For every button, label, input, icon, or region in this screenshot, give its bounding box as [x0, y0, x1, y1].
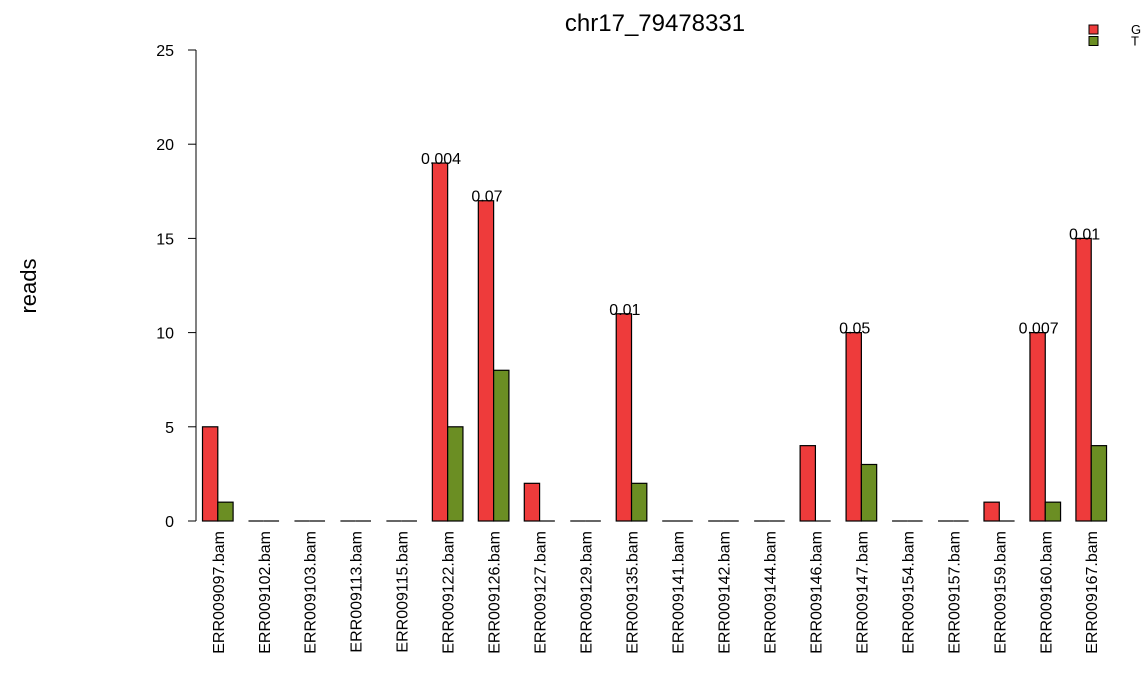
- bar-g: [477, 200, 495, 522]
- bar-t: [1044, 501, 1062, 522]
- y-tick-label: 0: [165, 514, 174, 531]
- x-tick-label: ERR009141.bam: [671, 531, 688, 654]
- bar-g: [523, 482, 541, 522]
- bar-t: [447, 426, 464, 522]
- x-tick-label: ERR009102.bam: [257, 531, 274, 654]
- bar-annotation: 0.004: [421, 151, 461, 168]
- bar-g: [431, 162, 449, 522]
- legend: GT: [1088, 22, 1141, 49]
- bar-g: [799, 445, 817, 522]
- y-tick-label: 15: [156, 231, 174, 248]
- x-tick-label: ERR009142.bam: [716, 531, 733, 654]
- x-tick-label: ERR009113.bam: [349, 531, 366, 653]
- bar-annotation: 0.01: [1069, 226, 1100, 243]
- bar-g: [983, 501, 1000, 522]
- legend-label-t: T: [1131, 34, 1139, 49]
- x-tick-label: ERR009129.bam: [579, 531, 596, 654]
- x-tick-label: ERR009147.bam: [854, 531, 871, 654]
- x-tick-label: ERR009146.bam: [808, 531, 825, 654]
- x-tick-label: ERR009159.bam: [992, 531, 1009, 654]
- bar-g: [845, 332, 862, 522]
- legend-label-g: G: [1131, 22, 1141, 37]
- x-tick-label: ERR009122.bam: [441, 531, 458, 654]
- x-tick-label: ERR009154.bam: [900, 531, 917, 654]
- y-axis-label: reads: [16, 258, 41, 313]
- legend-swatch-t: [1088, 36, 1099, 46]
- x-tick-label: ERR009103.bam: [303, 531, 320, 654]
- chart-title: chr17_79478331: [565, 10, 745, 37]
- bar-t: [630, 482, 648, 522]
- annotations-group: 0.004 0.07 0.01 0.05 0.007 0.01: [421, 151, 1100, 338]
- x-axis: ERR009097.bam ERR009102.bam ERR009103.bam E…: [211, 531, 1101, 654]
- bar-annotation: 0.007: [1019, 321, 1059, 338]
- x-tick-label: ERR009157.bam: [946, 531, 963, 654]
- bar-g: [1075, 237, 1092, 522]
- legend-swatch-g: [1088, 24, 1099, 35]
- bars-group: [201, 162, 1108, 522]
- x-tick-label: ERR009097.bam: [211, 531, 228, 654]
- y-axis: 0 5 10 15 20 25: [156, 43, 197, 531]
- bar-g: [1029, 332, 1046, 522]
- x-tick-label: ERR009135.bam: [625, 531, 642, 654]
- x-tick-label: ERR009126.bam: [487, 531, 504, 654]
- bar-annotation: 0.01: [609, 302, 640, 319]
- bar-t: [860, 463, 878, 522]
- y-tick-label: 25: [156, 43, 174, 60]
- bar-g: [201, 426, 219, 522]
- x-tick-label: ERR009144.bam: [762, 531, 779, 654]
- y-tick-label: 20: [156, 137, 174, 154]
- y-tick-label: 10: [156, 326, 174, 343]
- x-tick-label: ERR009115.bam: [395, 531, 412, 653]
- bar-annotation: 0.07: [471, 189, 502, 206]
- bar-t: [493, 369, 510, 522]
- bar-t: [217, 501, 234, 522]
- x-tick-label: ERR009127.bam: [533, 531, 550, 654]
- x-tick-label: ERR009167.bam: [1084, 531, 1101, 654]
- x-tick-label: ERR009160.bam: [1038, 531, 1055, 654]
- y-tick-label: 5: [165, 420, 174, 437]
- bar-t: [1090, 445, 1108, 522]
- bar-annotation: 0.05: [839, 321, 870, 338]
- bar-g: [615, 313, 633, 522]
